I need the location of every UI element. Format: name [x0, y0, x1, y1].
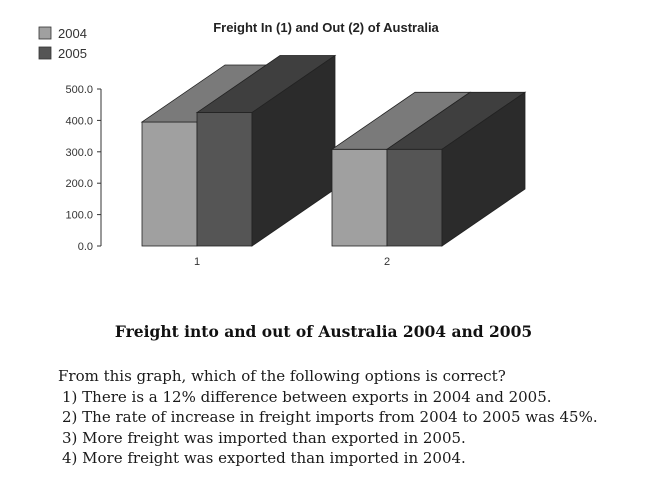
y-tick-label: 0.0 — [78, 241, 93, 253]
option-1[interactable]: 1) There is a 12% difference between exp… — [62, 387, 552, 406]
freight-chart: Freight In (1) and Out (2) of Australia … — [38, 20, 527, 268]
bar-2-2005 — [385, 91, 527, 247]
legend: 2004 2005 — [38, 26, 87, 61]
option-3[interactable]: 3) More freight was imported than export… — [62, 428, 466, 447]
y-tick-label: 200.0 — [65, 178, 93, 190]
chart-title: Freight In (1) and Out (2) of Australia — [213, 20, 439, 35]
legend-swatch-2004 — [38, 26, 52, 40]
bar-2-2004 — [330, 91, 472, 247]
option-4[interactable]: 4) More freight was exported than import… — [62, 449, 466, 467]
y-tick-label: 300.0 — [65, 147, 93, 159]
y-tick-label: 100.0 — [65, 210, 93, 222]
question-block: From this graph, which of the following … — [58, 366, 643, 469]
y-tick-label: 400.0 — [65, 115, 93, 127]
legend-swatch-2005 — [38, 46, 52, 60]
y-axis: 0.0 100.0 200.0 300.0 400.0 500.0 — [65, 84, 102, 253]
y-tick-label: 500.0 — [65, 84, 93, 96]
x-tick-label: 1 — [194, 256, 200, 268]
legend-label-2004: 2004 — [58, 26, 87, 41]
x-tick-label: 2 — [384, 256, 390, 268]
bar-1-2005 — [195, 54, 337, 247]
question-prompt: From this graph, which of the following … — [58, 367, 506, 385]
option-2[interactable]: 2) The rate of increase in freight impor… — [62, 408, 598, 426]
legend-label-2005: 2005 — [58, 46, 87, 61]
figure-caption: Freight into and out of Australia 2004 a… — [114, 322, 533, 341]
